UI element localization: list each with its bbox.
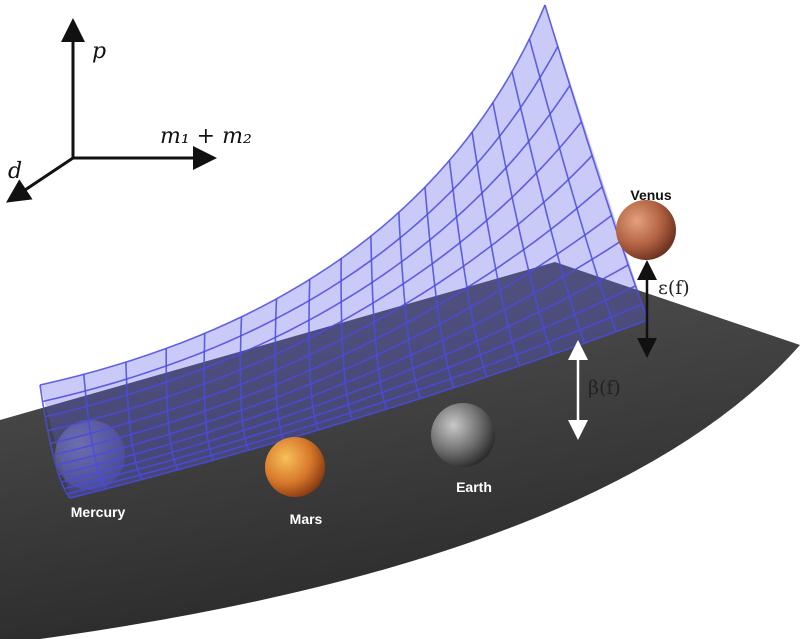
mesh-part: [424, 187, 455, 389]
mesh-part: [511, 71, 586, 344]
mesh-part: [55, 214, 612, 467]
mesh-part: [39, 384, 71, 499]
mesh-part: [47, 121, 583, 432]
mesh-part: [58, 240, 621, 476]
mesh-part: [42, 46, 559, 403]
mesh-part: [274, 298, 285, 441]
mars: [265, 437, 325, 497]
mesh-part: [50, 155, 593, 445]
mesh-part: [40, 5, 648, 498]
axis-label: m₁ + m₂: [160, 124, 252, 149]
mesh-part: [398, 212, 421, 399]
axes: [6, 18, 217, 203]
planet-label: Mars: [290, 511, 323, 527]
sheet: [0, 262, 800, 639]
mesh-part: [69, 319, 649, 499]
mesh-part: [308, 279, 319, 431]
earth: [431, 403, 495, 467]
mesh-part: [448, 160, 488, 378]
venus: [616, 200, 676, 260]
mesh-part: [528, 38, 618, 332]
mesh-part: [340, 258, 354, 420]
mesh: [39, 4, 649, 499]
mesh-part: [64, 285, 636, 490]
mesh-part: [239, 316, 250, 451]
mesh-part: [83, 374, 107, 490]
mesh-part: [544, 4, 649, 321]
mesh-part: [492, 102, 553, 355]
mesh-part: [165, 348, 179, 471]
axis-label: d: [8, 159, 22, 184]
mesh-part: [66, 303, 643, 495]
mesh-part: [203, 333, 215, 461]
planet-label: Earth: [456, 479, 492, 495]
mesh-part: [52, 186, 603, 456]
mesh-part: [125, 362, 144, 480]
annotation: ε(f): [658, 277, 690, 299]
planet-label: Venus: [630, 187, 671, 203]
mesh-part: [39, 4, 546, 386]
mesh-part: [61, 264, 629, 483]
mesh-part: [370, 236, 388, 410]
axis-label: p: [92, 39, 106, 64]
mesh-part: [471, 132, 521, 367]
planet-label: Mercury: [71, 504, 126, 520]
mesh-part: [45, 85, 571, 418]
annotation: β(f): [588, 377, 621, 399]
